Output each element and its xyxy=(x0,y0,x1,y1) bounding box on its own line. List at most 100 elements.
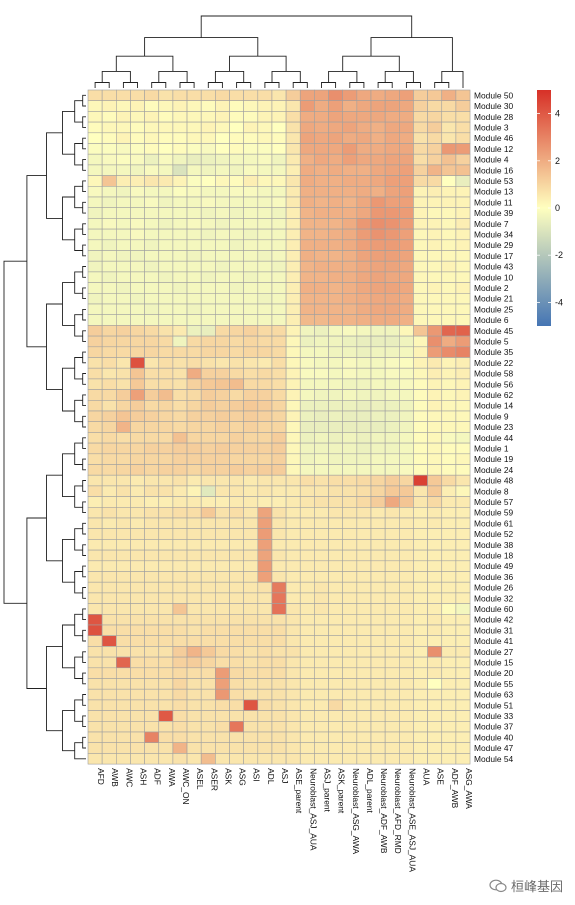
heatmap-cell xyxy=(116,635,131,647)
heatmap-cell xyxy=(356,753,372,765)
heatmap-cell xyxy=(130,592,145,604)
heatmap-cell xyxy=(186,453,202,465)
heatmap-cell xyxy=(455,667,471,679)
heatmap-cell xyxy=(427,282,443,294)
row-label: Module 62 xyxy=(474,390,513,400)
heatmap-cell xyxy=(398,378,414,390)
heatmap-cell xyxy=(101,357,117,369)
heatmap-cell xyxy=(314,271,329,283)
heatmap-cell xyxy=(455,421,471,433)
heatmap-cell xyxy=(370,196,386,208)
heatmap-cell xyxy=(172,474,188,487)
heatmap-cell xyxy=(384,635,400,647)
heatmap-cell xyxy=(342,688,358,701)
heatmap-cell xyxy=(87,153,103,166)
heatmap-cell xyxy=(243,292,259,305)
heatmap-cell xyxy=(356,506,372,519)
heatmap-cell xyxy=(328,688,343,701)
heatmap-cell xyxy=(130,410,145,422)
heatmap-cell xyxy=(158,389,174,401)
heatmap-cell xyxy=(299,464,315,476)
heatmap-cell xyxy=(455,549,471,562)
heatmap-cell xyxy=(186,517,202,529)
heatmap-cell xyxy=(271,731,287,743)
heatmap-cell xyxy=(186,603,202,615)
heatmap-cell xyxy=(328,292,343,305)
heatmap-cell xyxy=(413,239,428,251)
heatmap-cell xyxy=(243,228,259,241)
heatmap-cell xyxy=(427,603,443,615)
[object SVGGElement] xyxy=(26,175,47,348)
heatmap-cell xyxy=(172,292,188,305)
heatmap-cell xyxy=(455,250,471,262)
heatmap-cell xyxy=(101,218,117,230)
heatmap-cell xyxy=(427,292,443,305)
heatmap-cell xyxy=(427,731,443,743)
[object SVGGElement] xyxy=(82,415,86,428)
heatmap-cell xyxy=(215,699,230,711)
heatmap-cell xyxy=(172,710,188,722)
heatmap-cell xyxy=(144,314,160,326)
heatmap-cell xyxy=(370,186,386,198)
heatmap-cell xyxy=(101,592,117,604)
[object SVGGElement] xyxy=(82,565,86,578)
heatmap-cell xyxy=(101,282,117,294)
heatmap-cell xyxy=(172,346,188,358)
heatmap-cell xyxy=(215,357,230,369)
heatmap-cell xyxy=(299,121,315,134)
row-label: Module 40 xyxy=(474,732,513,742)
heatmap-cell xyxy=(116,399,131,412)
heatmap-cell xyxy=(130,624,145,636)
heatmap-cell xyxy=(158,325,174,337)
heatmap-cell xyxy=(271,228,287,241)
heatmap-cell xyxy=(186,742,202,754)
row-label: Module 25 xyxy=(474,304,513,314)
heatmap-cell xyxy=(243,442,259,455)
heatmap-cell xyxy=(299,175,315,187)
heatmap-cell xyxy=(413,485,428,497)
heatmap-cell xyxy=(356,549,372,562)
heatmap-cell xyxy=(158,678,174,690)
heatmap-cell xyxy=(158,464,174,476)
heatmap-cell xyxy=(229,667,244,679)
heatmap-cell xyxy=(370,528,386,540)
heatmap-cell xyxy=(271,581,287,594)
heatmap-cell xyxy=(257,710,273,722)
heatmap-cell xyxy=(200,464,216,476)
heatmap-cell xyxy=(356,335,372,348)
heatmap-cell xyxy=(413,346,428,358)
heatmap-cell xyxy=(299,517,315,529)
column-label: ASI xyxy=(252,768,262,782)
heatmap-cell xyxy=(441,624,457,636)
[object SVGGElement] xyxy=(82,180,86,193)
heatmap-cell xyxy=(144,421,160,433)
[object SVGGElement] xyxy=(74,742,86,760)
heatmap-cell xyxy=(87,121,103,134)
heatmap-cell xyxy=(215,186,230,198)
heatmap-cell xyxy=(441,581,457,594)
heatmap-cell xyxy=(328,303,343,315)
heatmap-cell xyxy=(285,688,301,701)
heatmap-cell xyxy=(271,688,287,701)
heatmap-cell xyxy=(299,453,315,465)
heatmap-cell xyxy=(370,699,386,711)
heatmap-cell xyxy=(215,218,230,230)
heatmap-cell xyxy=(200,239,216,251)
heatmap-cell xyxy=(356,432,372,444)
column-label: Neuroblast_ASJ_AUA xyxy=(308,768,318,851)
heatmap-cell xyxy=(215,656,230,669)
heatmap-cell xyxy=(186,228,202,241)
heatmap-cell xyxy=(229,389,244,401)
heatmap-cell xyxy=(158,250,174,262)
row-label: Module 42 xyxy=(474,615,513,625)
heatmap-cell xyxy=(299,678,315,690)
heatmap-cell xyxy=(441,517,457,529)
heatmap-cell xyxy=(455,539,471,551)
heatmap-cell xyxy=(116,250,131,262)
heatmap-cell xyxy=(271,367,287,380)
heatmap-cell xyxy=(370,175,386,187)
heatmap-cell xyxy=(441,432,457,444)
heatmap-cell xyxy=(186,678,202,690)
row-label: Module 14 xyxy=(474,401,513,411)
heatmap-cell xyxy=(130,742,145,754)
